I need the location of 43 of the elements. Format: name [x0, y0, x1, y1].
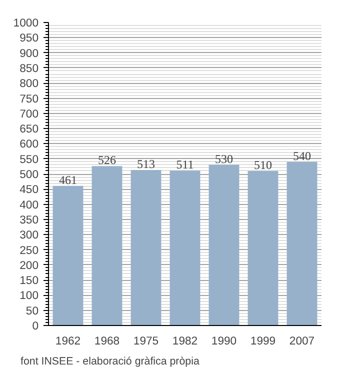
y-tick-label: 250 [20, 244, 39, 257]
y-tick-label: 500 [20, 169, 39, 181]
y-tick-label: 800 [20, 78, 39, 90]
bar [52, 186, 84, 326]
text: font INSEE - elaboració gràfica pròpia [20, 356, 200, 368]
y-tick-label: 750 [20, 93, 39, 106]
bar [208, 164, 240, 326]
x-tick-label: 1999 [250, 336, 276, 348]
x-tick-label: 2007 [289, 336, 315, 348]
y-tick-label: 550 [20, 154, 39, 166]
y-tick-label: 600 [20, 138, 39, 151]
y-tick-label: 350 [20, 214, 39, 226]
bar [170, 170, 200, 326]
bar [130, 170, 162, 326]
y-tick-label: 300 [20, 230, 39, 242]
data-label: 526 [98, 153, 116, 168]
y-tick-label: 1000 [13, 18, 38, 30]
y-tick-label: 900 [20, 48, 39, 60]
y-tick-label: 0 [32, 320, 39, 332]
y-tick-label: 150 [20, 275, 39, 288]
y-tick-label: 50 [26, 305, 39, 318]
data-label: 510 [254, 158, 272, 172]
y-tick-label: 200 [20, 260, 39, 272]
y-tick-label: 950 [20, 32, 39, 45]
y-tick-label: 100 [20, 290, 39, 302]
x-tick-label: 1962 [55, 336, 81, 348]
bar [248, 170, 278, 326]
y-tick-label: 700 [20, 108, 39, 120]
bar [92, 166, 122, 326]
data-label: 461 [59, 172, 77, 187]
data-label: 530 [215, 152, 233, 166]
y-tick-label: 450 [20, 184, 39, 196]
y-tick-label: 650 [20, 124, 39, 136]
x-tick-label: 1975 [133, 336, 159, 348]
y-tick-label: 850 [20, 62, 39, 75]
bar [286, 162, 318, 326]
y-tick-label: 400 [20, 199, 39, 212]
data-label: 511 [176, 158, 194, 172]
data-label: 513 [137, 157, 155, 172]
data-label: 540 [293, 148, 311, 163]
x-tick-label: 1990 [211, 336, 237, 348]
x-tick-label: 1982 [172, 336, 198, 348]
x-tick-label: 1968 [94, 336, 120, 348]
